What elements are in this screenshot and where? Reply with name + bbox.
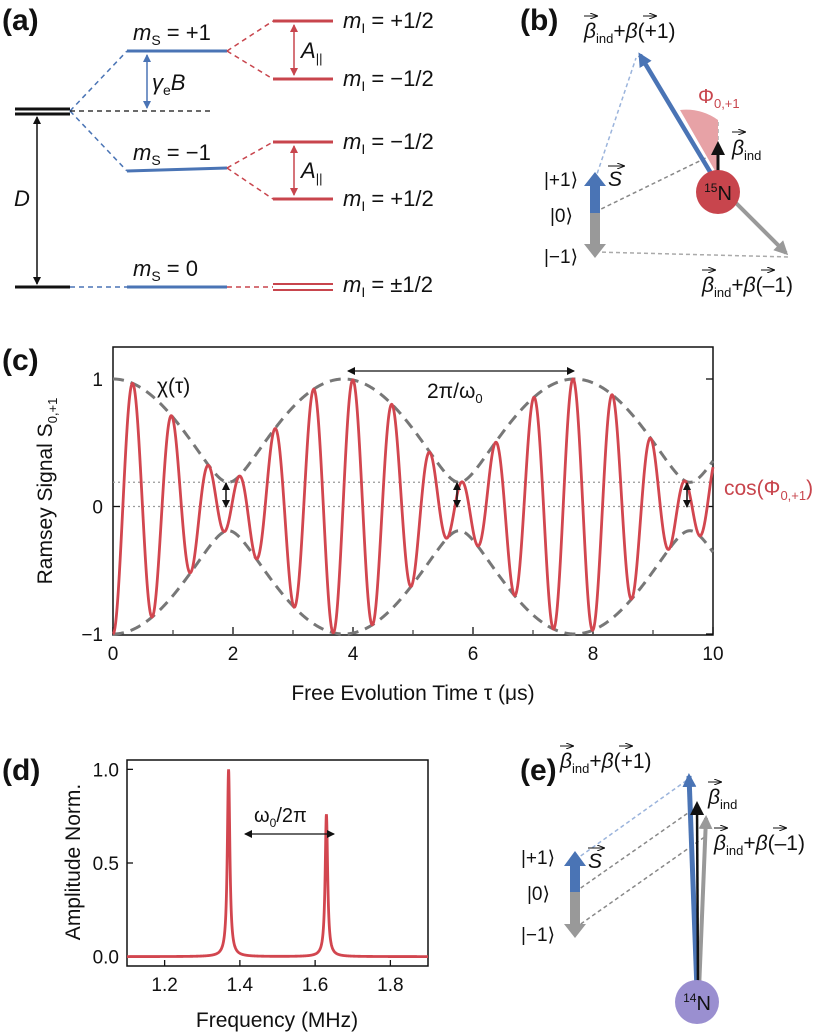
chi-label: χ(τ) <box>157 375 190 398</box>
e-beta-ind-arrow <box>690 801 705 991</box>
e-spin-bar-plus-head <box>564 851 586 866</box>
beta-plus-arrow <box>638 52 720 187</box>
e-spin-bar-plus <box>570 862 580 892</box>
beta-ind-label: βind <box>731 137 761 163</box>
guide-plus-parallel <box>594 57 637 181</box>
e-spin-bar-minus <box>570 892 580 926</box>
ramsey-signal-line <box>112 377 715 636</box>
guide-zero-parallel <box>594 151 719 213</box>
c-xtick-label: 8 <box>588 644 599 665</box>
mi-label-3: mI = −1/2 <box>343 129 434 157</box>
level-ms-minus1 <box>126 166 228 173</box>
nucleus-15N <box>696 170 740 214</box>
panel-c-xlabel: Free Evolution Time τ (μs) <box>291 682 534 705</box>
D-label: D <box>14 186 30 211</box>
d-ytick-label: 0.0 <box>93 948 119 969</box>
ket-zero: |0⟩ <box>550 206 573 227</box>
connector-mi-4 <box>226 167 274 200</box>
connector-mi-2 <box>226 50 274 80</box>
beta-plus-label: βind+β(+1) <box>583 20 676 46</box>
e-beta-ind-label: βind <box>707 786 737 812</box>
panel-d-frame <box>126 759 429 967</box>
spin-S-label: S <box>608 168 622 191</box>
phi-label: Φ0,+1 <box>698 86 740 111</box>
d-xtick-label: 1.8 <box>377 975 403 996</box>
connector-ms-minus <box>69 110 128 172</box>
panel-d-xlabel: Frequency (MHz) <box>196 1009 358 1032</box>
mi-label-4: mI = +1/2 <box>343 186 434 214</box>
panel-b-label: (b) <box>520 4 558 37</box>
mi-label-1: mI = +1/2 <box>343 8 434 36</box>
nucleus-15N-label: 15N <box>704 181 732 205</box>
c-ytick-label: 1 <box>92 370 103 391</box>
panel-d-spectrum-plot: (d) 1.2 1.4 1.6 1.8 1.0 0.5 0.0 ω0/2π Frequenc… <box>2 754 429 1032</box>
connector-mi-3 <box>226 141 274 169</box>
c-xtick-label: 2 <box>228 644 239 665</box>
c-ytick-label: −1 <box>81 625 103 646</box>
spectrum-line <box>127 769 428 958</box>
guide-minus-parallel <box>594 251 791 258</box>
panel-a-energy-diagram: (a) D mS = +1 mS = −1 mS = 0 γeB <box>2 4 434 300</box>
connector-mi-1 <box>226 20 274 52</box>
splitting-label: ω0/2π <box>254 805 307 830</box>
period-label: 2π/ω0 <box>427 380 483 406</box>
c-xtick-label: 0 <box>108 644 119 665</box>
ms-plus1-label: mS = +1 <box>133 20 211 48</box>
ket-plus1: |+1⟩ <box>544 170 578 191</box>
d-xtick-label: 1.2 <box>151 975 177 996</box>
cos-phi-label: cos(Φ0,+1) <box>724 477 813 503</box>
nucleus-14N-label: 14N <box>683 991 711 1015</box>
panel-c-ylabel: Ramsey Signal S0,+1 <box>34 398 60 585</box>
panel-c-frame <box>112 346 714 636</box>
nucleus-14N <box>675 980 719 1024</box>
A-par-label-top: A|| <box>299 38 322 66</box>
panel-c-label: (c) <box>2 344 39 377</box>
ket-minus1: |−1⟩ <box>544 247 578 268</box>
ms-minus1-label: mS = −1 <box>133 140 211 168</box>
e-ket-plus1: |+1⟩ <box>521 848 555 869</box>
spin-bar-minus-head <box>584 244 606 258</box>
connector-ms-plus <box>69 50 128 112</box>
panel-e-vector-diagram: (e) |+1⟩ |0⟩ |−1⟩ S 14N βind+β(+1) βind … <box>520 746 805 1024</box>
spin-bar-plus-head <box>584 172 606 186</box>
e-spin-S-label: S <box>588 850 602 873</box>
c-ytick-label: 0 <box>92 498 103 519</box>
e-beta-plus-label: βind+β(+1) <box>559 750 652 776</box>
panel-d-ticks: 1.2 1.4 1.6 1.8 1.0 0.5 0.0 <box>93 760 404 996</box>
c-xtick-label: 6 <box>468 644 479 665</box>
beta-minus-label: βind+β(–1) <box>701 274 793 300</box>
e-guide-minus <box>574 835 707 929</box>
panel-e-label: (e) <box>520 754 557 787</box>
e-beta-minus-label: βind+β(–1) <box>713 832 805 858</box>
panel-b-vector-diagram: (b) Φ0,+1 |+1⟩ |0⟩ |−1⟩ S 15N βind+β(+1) <box>520 4 793 300</box>
d-xtick-label: 1.6 <box>302 975 328 996</box>
panel-d-label: (d) <box>2 754 40 787</box>
e-guide-zero <box>574 805 699 893</box>
d-xtick-label: 1.4 <box>227 975 254 996</box>
c-xtick-label: 10 <box>702 644 723 665</box>
mi-label-5: mI = ±1/2 <box>343 272 433 300</box>
phi-wedge <box>680 109 718 176</box>
spin-bar-plus <box>590 183 600 213</box>
c-xtick-label: 4 <box>348 644 359 665</box>
A-par-label-bottom: A|| <box>299 158 322 186</box>
gammaB-label: γeB <box>152 70 185 98</box>
mi-label-2: mI = −1/2 <box>343 66 434 94</box>
spin-bar-minus <box>590 213 600 247</box>
e-ket-minus1: |−1⟩ <box>521 925 555 946</box>
d-ytick-label: 1.0 <box>93 760 119 781</box>
e-ket-zero: |0⟩ <box>527 884 550 905</box>
e-guide-plus <box>574 777 691 861</box>
ms-0-label: mS = 0 <box>133 256 198 284</box>
panel-d-ylabel: Amplitude Norm. <box>62 784 85 940</box>
envelope-upper <box>113 377 715 484</box>
panel-a-label: (a) <box>2 4 39 37</box>
d-ytick-label: 0.5 <box>93 854 119 875</box>
e-beta-minus-arrow <box>697 815 713 991</box>
e-spin-bar-minus-head <box>564 924 586 938</box>
